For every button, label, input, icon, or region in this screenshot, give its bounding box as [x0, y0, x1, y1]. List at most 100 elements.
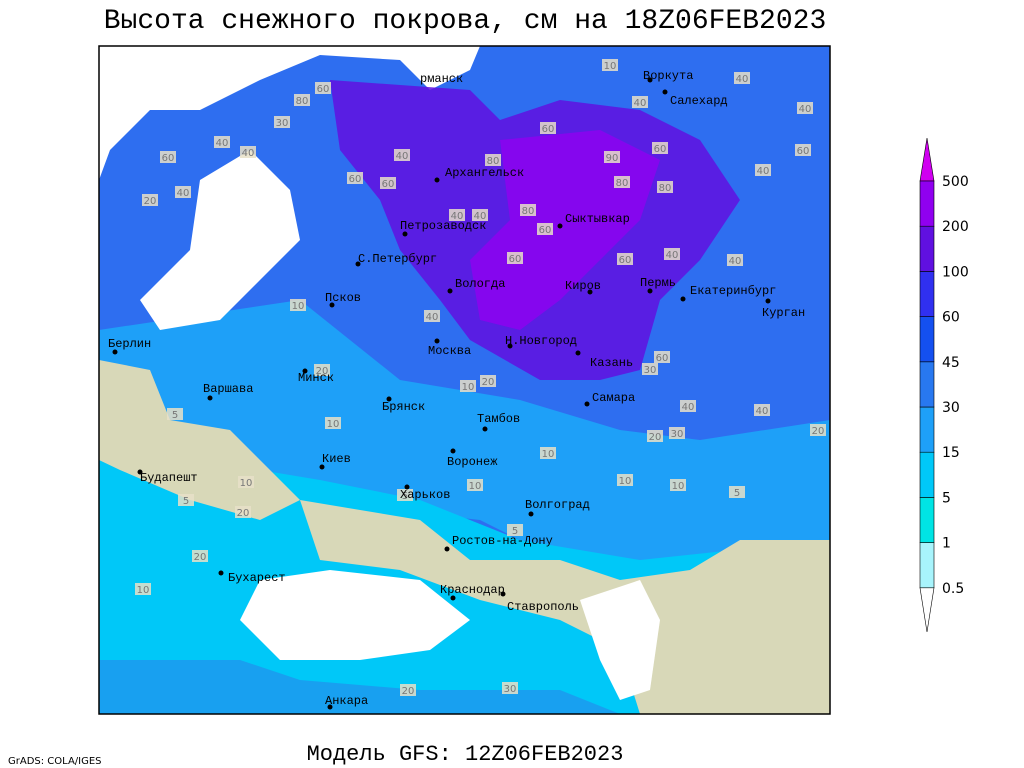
contour-label-bg [325, 417, 341, 429]
contour-label-bg [734, 72, 750, 84]
contour-label-bg [485, 154, 501, 166]
city-dot [482, 426, 488, 432]
colorbar-label: 0.5 [942, 581, 964, 597]
contour-label: 60 [509, 254, 522, 265]
city-label: Салехард [670, 94, 728, 108]
contour-label-bg [657, 181, 673, 193]
city-dot [447, 288, 453, 294]
city-label: Харьков [400, 488, 450, 502]
contour-label-bg [290, 299, 306, 311]
city-dot [319, 464, 325, 470]
contour-label: 80 [522, 206, 535, 217]
contour-label: 10 [672, 481, 685, 492]
contour-label-bg [632, 96, 648, 108]
contour-label: 5 [183, 496, 189, 507]
colorbar-segment [919, 316, 935, 363]
contour-label-bg [480, 375, 496, 387]
contour-label-bg [670, 479, 686, 491]
contour-label: 60 [349, 174, 362, 185]
contour-label-bg [754, 404, 770, 416]
contour-label: 20 [316, 366, 329, 377]
contour-label: 20 [812, 426, 825, 437]
city-dot [434, 338, 440, 344]
contour-label: 10 [292, 301, 305, 312]
baltic-sea [140, 150, 300, 330]
contour-label: 60 [539, 225, 552, 236]
contour-label-bg [729, 486, 745, 498]
city-dot [500, 591, 506, 597]
colorbar-segment [919, 542, 935, 589]
contour-label: 60 [656, 353, 669, 364]
contour-label: 40 [216, 138, 229, 149]
city-dot [662, 89, 668, 95]
colorbar-label: 30 [942, 400, 960, 416]
contour-label-bg [520, 204, 536, 216]
city-label: Псков [325, 291, 361, 305]
contour-label-bg [755, 164, 771, 176]
city-dot [765, 298, 771, 304]
colorbar-label: 200 [942, 219, 969, 235]
colorbar-segment [919, 225, 935, 272]
contour-label-bg [614, 176, 630, 188]
city-dot [137, 469, 143, 475]
city-dot [302, 368, 308, 374]
contour-label: 20 [402, 686, 415, 697]
contour-label: 10 [240, 478, 253, 489]
contour-label: 40 [729, 256, 742, 267]
contour-label: 40 [177, 188, 190, 199]
contour-label-bg [449, 209, 465, 221]
contour-label-bg [397, 489, 413, 501]
city-label: Киев [322, 452, 351, 466]
contour-label: 40 [666, 250, 679, 261]
city-dot [647, 288, 653, 294]
contour-label-bg [294, 94, 310, 106]
colorbar-cap-bottom [919, 587, 935, 633]
contour-label-bg [664, 248, 680, 260]
city-dot [528, 511, 534, 517]
contour-label-bg [617, 253, 633, 265]
contour-label-bg [238, 476, 254, 488]
caspian-sea [580, 580, 660, 700]
contour-label: 10 [619, 476, 632, 487]
contour-label: 5 [512, 526, 518, 537]
contour-label: 60 [162, 153, 175, 164]
contour-label: 5 [402, 491, 408, 502]
contour-label: 10 [604, 61, 617, 72]
city-dot [355, 261, 361, 267]
contour-label: 40 [682, 402, 695, 413]
contour-label-bg [175, 186, 191, 198]
city-label: Пермь [640, 276, 676, 290]
city-dot [402, 231, 408, 237]
contour-label-bg [540, 447, 556, 459]
contour-label-bg [460, 380, 476, 392]
contour-label-bg [160, 151, 176, 163]
city-label: рманск [420, 72, 463, 86]
contour-label: 40 [799, 104, 812, 115]
contour-label: 10 [137, 585, 150, 596]
city-dot [584, 401, 590, 407]
colorbar-segment [919, 497, 935, 543]
contour-label-bg [380, 177, 396, 189]
city-dot [207, 395, 213, 401]
arctic-sea [99, 46, 480, 180]
contour-label-bg [602, 59, 618, 71]
contour-label: 80 [659, 183, 672, 194]
contour-label-bg [604, 151, 620, 163]
contour-label-bg [142, 194, 158, 206]
city-label: Сыктывкар [565, 212, 630, 226]
city-label: Вологда [455, 277, 505, 291]
city-label: Воркута [643, 69, 693, 83]
contour-label-bg [507, 524, 523, 536]
contour-label-bg [214, 136, 230, 148]
city-label: Ставрополь [507, 600, 579, 614]
city-dot [507, 343, 513, 349]
city-label: Воронеж [447, 455, 498, 469]
contour-label: 30 [276, 118, 289, 129]
contour-label-bg [797, 102, 813, 114]
city-label: Самара [592, 391, 635, 405]
colorbar-segment [919, 361, 935, 408]
contour-label-bg [347, 172, 363, 184]
map-frame [98, 45, 831, 715]
contour-label-bg [400, 684, 416, 696]
